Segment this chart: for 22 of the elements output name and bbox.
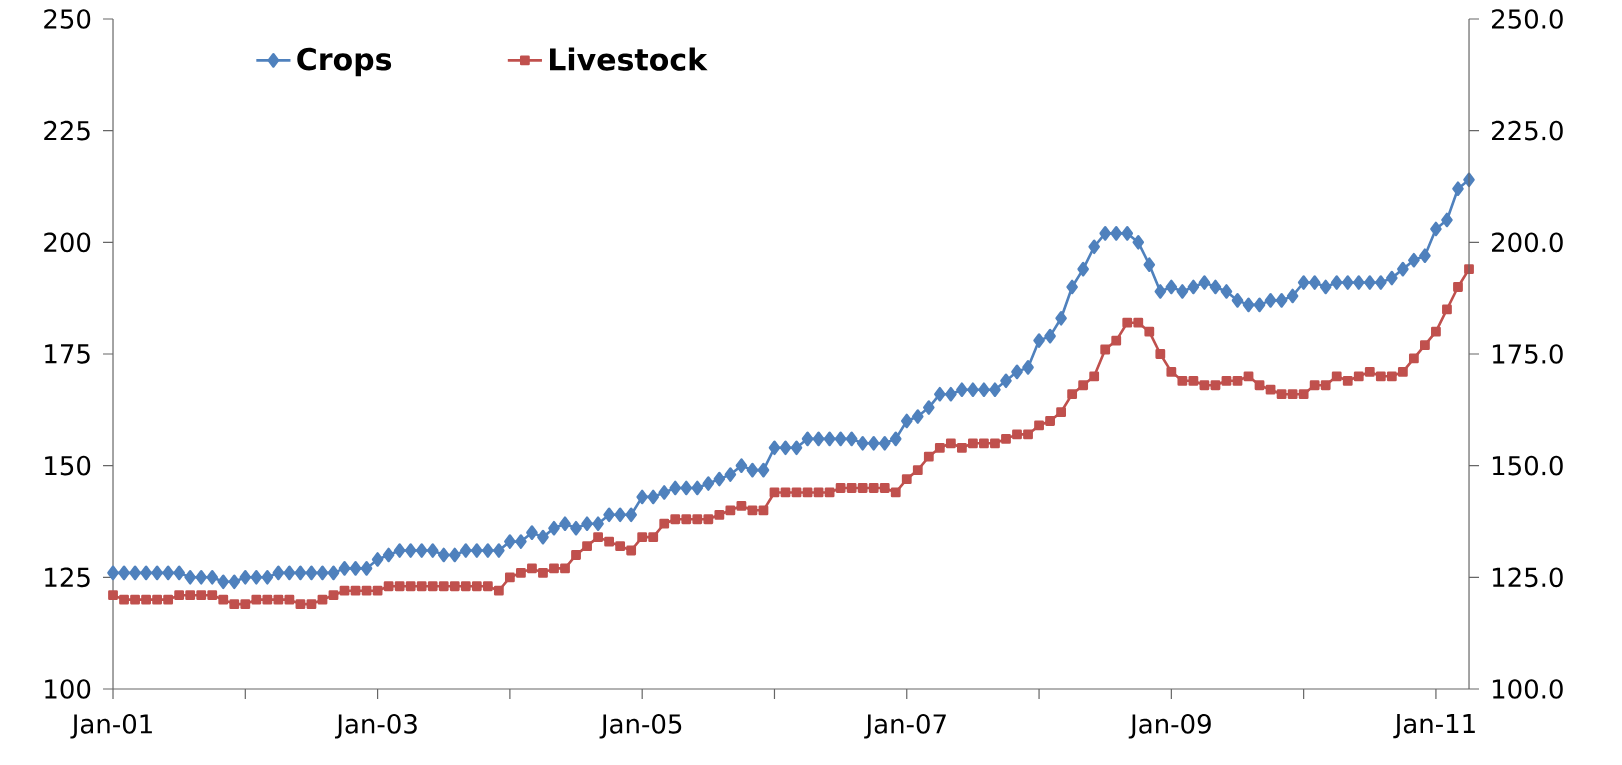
x-tick-label: Jan-03 — [334, 714, 417, 739]
y-tick-label: 250 — [44, 9, 91, 29]
x-tick-label: Jan-11 — [1393, 714, 1475, 739]
legend-label: Livestock — [550, 47, 708, 71]
y2-tick-label: 225.0 — [1492, 120, 1563, 141]
y-tick-label: 225 — [44, 120, 90, 141]
x-tick-label: Jan-09 — [1128, 714, 1211, 739]
y-tick-label: 125 — [45, 567, 90, 588]
y-tick-label: 200 — [44, 232, 91, 253]
x-tick-label: Jan-05 — [599, 714, 682, 739]
x-tick-label: Jan-07 — [864, 714, 946, 739]
x-tick-label: Jan-01 — [70, 714, 152, 739]
y2-tick-label: 200.0 — [1492, 232, 1563, 253]
y2-tick-label: 150.0 — [1492, 455, 1563, 476]
y2-tick-label: 125.0 — [1492, 567, 1563, 588]
y2-tick-label: 100.0 — [1492, 679, 1563, 699]
y-tick-label: 175 — [45, 344, 90, 364]
y2-tick-label: 250.0 — [1492, 9, 1563, 29]
y-tick-label: 100 — [45, 679, 91, 699]
y-tick-label: 150 — [45, 455, 91, 476]
y2-tick-label: 175.0 — [1492, 344, 1563, 364]
legend-label: Crops — [297, 47, 392, 77]
